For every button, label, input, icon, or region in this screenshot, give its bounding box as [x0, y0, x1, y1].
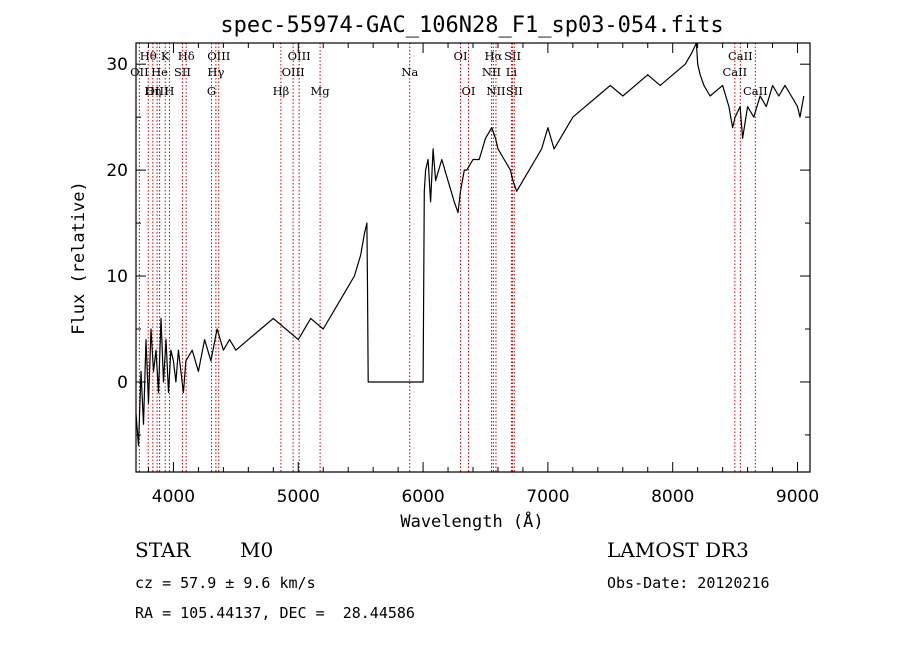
line-label: Mg — [311, 84, 331, 98]
line-label: OI — [454, 49, 468, 63]
spectrum-series — [135, 42, 805, 447]
line-label: OI — [462, 84, 476, 98]
redshift-velocity: cz = 57.9 ± 9.6 km/s — [135, 574, 316, 592]
x-tick-label: 4000 — [152, 487, 195, 507]
line-label: Na — [401, 65, 418, 79]
line-label: CaII — [722, 65, 747, 79]
line-label: OIII — [207, 49, 230, 63]
x-tick-label: 5000 — [277, 487, 320, 507]
line-label: K — [161, 49, 170, 63]
line-label: H — [164, 84, 174, 98]
line-label: Hγ — [207, 65, 224, 79]
observation-date: Obs-Date: 20120216 — [607, 574, 770, 592]
line-label: SII — [504, 49, 521, 63]
line-label: Hβ — [273, 84, 290, 98]
line-label: NII — [486, 84, 505, 98]
line-label: G — [207, 84, 216, 98]
line-label: NII — [482, 65, 501, 79]
line-label: Hη — [144, 84, 161, 98]
object-subclass: M0 — [240, 538, 274, 562]
x-axis-label: Wavelength (Å) — [400, 510, 543, 532]
line-label: OIII — [288, 49, 311, 63]
y-axis-label: Flux (relative) — [69, 181, 89, 335]
x-tick-label: 6000 — [401, 487, 444, 507]
line-label: OIII — [146, 84, 169, 98]
spectrum-line — [135, 42, 805, 447]
line-label: Hθ — [140, 49, 157, 63]
survey-name: LAMOST DR3 — [607, 538, 749, 562]
coordinates: RA = 105.44137, DEC = 28.44586 — [135, 604, 415, 622]
x-tick-label: 9000 — [776, 487, 819, 507]
axis-ticks: 4000 5000 6000 7000 8000 9000 0 10 20 30 — [106, 43, 819, 507]
y-tick-label: 0 — [117, 373, 128, 393]
line-label: Hδ — [178, 49, 195, 63]
chart-title: spec-55974-GAC_106N28_F1_sp03-054.fits — [220, 13, 723, 38]
line-label: OIII — [282, 65, 305, 79]
y-tick-label: 10 — [106, 267, 128, 287]
line-label: OII — [130, 65, 149, 79]
line-label: SII — [174, 65, 191, 79]
line-label: Hα — [484, 49, 502, 63]
y-tick-label: 20 — [106, 161, 128, 181]
line-label: Li — [506, 65, 518, 79]
x-tick-label: 8000 — [651, 487, 694, 507]
line-label: CaII — [743, 84, 768, 98]
object-class: STAR — [135, 538, 191, 562]
y-tick-label: 30 — [106, 55, 128, 75]
line-label: CaII — [728, 49, 753, 63]
line-label: SII — [506, 84, 523, 98]
plot-frame — [135, 42, 811, 473]
line-label: He — [151, 65, 168, 79]
x-tick-label: 7000 — [526, 487, 569, 507]
